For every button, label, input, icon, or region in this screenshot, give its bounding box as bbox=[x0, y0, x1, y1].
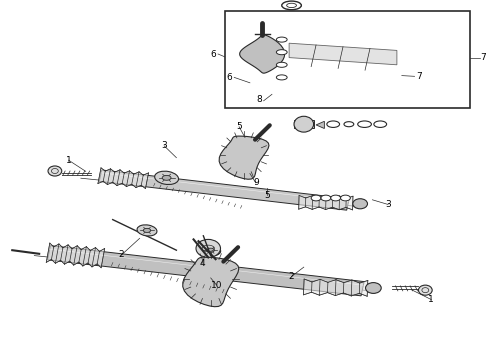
Ellipse shape bbox=[331, 195, 341, 201]
Ellipse shape bbox=[143, 228, 151, 233]
Ellipse shape bbox=[276, 50, 287, 55]
Ellipse shape bbox=[287, 3, 296, 8]
Polygon shape bbox=[48, 246, 364, 296]
Ellipse shape bbox=[321, 195, 331, 201]
Text: 8: 8 bbox=[249, 89, 255, 98]
Text: 10: 10 bbox=[211, 281, 222, 289]
Polygon shape bbox=[99, 170, 349, 210]
Polygon shape bbox=[46, 243, 105, 268]
Ellipse shape bbox=[353, 199, 368, 209]
Polygon shape bbox=[98, 168, 148, 189]
Text: 3: 3 bbox=[385, 200, 391, 209]
Ellipse shape bbox=[201, 245, 220, 256]
Polygon shape bbox=[303, 279, 368, 296]
Text: 7: 7 bbox=[480, 53, 486, 62]
Circle shape bbox=[48, 166, 62, 176]
Polygon shape bbox=[299, 195, 353, 210]
Ellipse shape bbox=[374, 121, 387, 127]
Ellipse shape bbox=[137, 225, 157, 236]
Polygon shape bbox=[240, 35, 285, 73]
Ellipse shape bbox=[294, 116, 314, 132]
Ellipse shape bbox=[162, 175, 171, 180]
Text: 6: 6 bbox=[210, 50, 216, 59]
Ellipse shape bbox=[344, 122, 354, 127]
Ellipse shape bbox=[155, 171, 178, 185]
Polygon shape bbox=[289, 43, 397, 65]
Ellipse shape bbox=[276, 62, 287, 67]
Ellipse shape bbox=[276, 75, 287, 80]
Circle shape bbox=[418, 285, 432, 295]
Text: 5: 5 bbox=[264, 191, 270, 199]
Ellipse shape bbox=[341, 195, 350, 201]
Polygon shape bbox=[316, 121, 324, 129]
Text: 5: 5 bbox=[236, 122, 242, 131]
Ellipse shape bbox=[311, 195, 321, 201]
Text: 1: 1 bbox=[66, 156, 72, 165]
Ellipse shape bbox=[276, 37, 287, 42]
Text: 7: 7 bbox=[416, 72, 422, 81]
Text: 2: 2 bbox=[289, 272, 294, 281]
Text: 4: 4 bbox=[199, 259, 205, 268]
Circle shape bbox=[196, 239, 220, 257]
Ellipse shape bbox=[366, 283, 381, 293]
Text: 9: 9 bbox=[253, 179, 259, 188]
Text: 6: 6 bbox=[226, 73, 232, 82]
Text: 3: 3 bbox=[161, 141, 167, 150]
Ellipse shape bbox=[358, 121, 371, 127]
Text: 1: 1 bbox=[428, 295, 434, 304]
Polygon shape bbox=[219, 136, 269, 179]
Bar bbox=[225, 11, 470, 108]
Text: 2: 2 bbox=[119, 251, 124, 259]
Polygon shape bbox=[183, 257, 239, 307]
Polygon shape bbox=[294, 120, 314, 128]
Ellipse shape bbox=[327, 121, 340, 127]
Ellipse shape bbox=[207, 248, 215, 252]
Ellipse shape bbox=[282, 1, 301, 10]
Text: 8: 8 bbox=[257, 95, 263, 104]
